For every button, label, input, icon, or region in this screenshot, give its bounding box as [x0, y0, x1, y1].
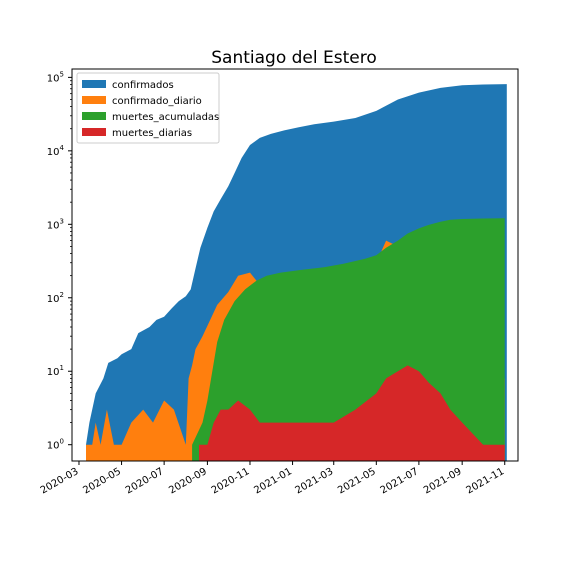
x-tick-label: 2021-01	[252, 466, 294, 496]
x-tick-label: 2020-03	[39, 466, 81, 496]
y-axis: 100 101 102 103 104 105	[47, 70, 72, 452]
legend-swatch-confirmados	[82, 80, 106, 88]
x-tick-label: 2021-05	[336, 466, 378, 496]
x-tick-label: 2020-09	[167, 466, 209, 496]
legend-label-confirmados: confirmados	[112, 80, 174, 91]
legend-box	[76, 72, 220, 144]
legend-label-confirmado_diario: confirmado_diario	[112, 96, 202, 107]
x-tick-label: 2021-09	[422, 466, 464, 496]
x-tick-label: 2021-07	[379, 466, 421, 496]
plot-frame	[71, 68, 519, 462]
x-tick-label: 2021-03	[294, 466, 336, 496]
x-axis: 2020-03 2020-05 2020-07 2020-09 2020-11 2021-…	[39, 461, 506, 496]
x-tick-label: 2020-11	[210, 466, 252, 496]
y-tick-label: 105	[47, 70, 64, 84]
chart-title: Santiago del Estero	[211, 48, 377, 68]
series-area-muertes_diarias	[199, 365, 505, 461]
y-tick-label: 104	[47, 144, 65, 158]
x-tick-label: 2021-11	[465, 466, 507, 496]
legend-swatch-muertes_acumuladas	[82, 112, 106, 120]
legend-swatch-confirmado_diario	[82, 96, 106, 104]
x-tick-label: 2020-07	[124, 466, 166, 496]
y-tick-label: 101	[47, 364, 64, 378]
legend: confirmados confirmado_diario muertes_acum…	[76, 72, 220, 144]
y-tick-label: 103	[47, 217, 64, 231]
y-tick-label: 100	[47, 438, 64, 452]
legend-label-muertes_diarias: muertes_diarias	[112, 128, 192, 139]
legend-swatch-muertes_diarias	[82, 128, 106, 136]
chart-areas	[86, 84, 507, 461]
x-tick-label: 2020-05	[81, 466, 123, 496]
legend-label-muertes_acumuladas: muertes_acumuladas	[112, 112, 219, 123]
y-tick-label: 102	[47, 291, 64, 305]
